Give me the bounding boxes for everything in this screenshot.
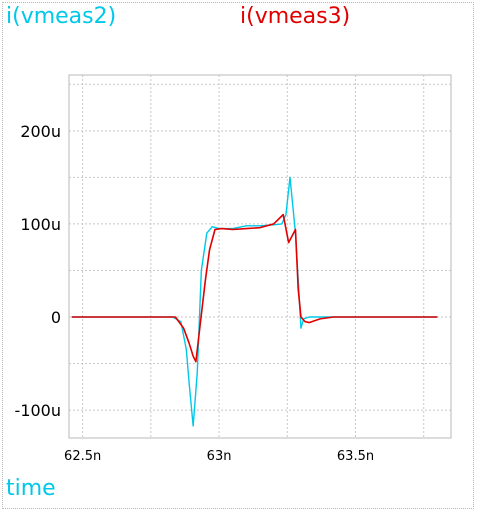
plot-area xyxy=(68,74,452,439)
legend-series-2: i(vmeas3) xyxy=(240,4,351,29)
series-line-2 xyxy=(71,213,438,363)
x-axis-label: time xyxy=(6,476,56,501)
x-tick-label: 63.5n xyxy=(337,449,374,464)
grid-lines xyxy=(69,75,451,438)
x-tick-label: 63n xyxy=(207,449,232,464)
series-line-1 xyxy=(71,176,438,427)
y-tick-label: 200u xyxy=(20,122,61,141)
x-tick-label: 62.5n xyxy=(64,449,101,464)
y-tick-label: 0 xyxy=(51,308,61,327)
axis-ticks: -100u 0 100u 200u 62.5n 63n 63.5n xyxy=(15,122,375,464)
legend-series-1: i(vmeas2) xyxy=(6,4,117,29)
y-tick-label: -100u xyxy=(15,401,61,420)
chart-frame xyxy=(2,2,474,509)
series-lines xyxy=(71,176,438,427)
y-tick-label: 100u xyxy=(20,215,61,234)
